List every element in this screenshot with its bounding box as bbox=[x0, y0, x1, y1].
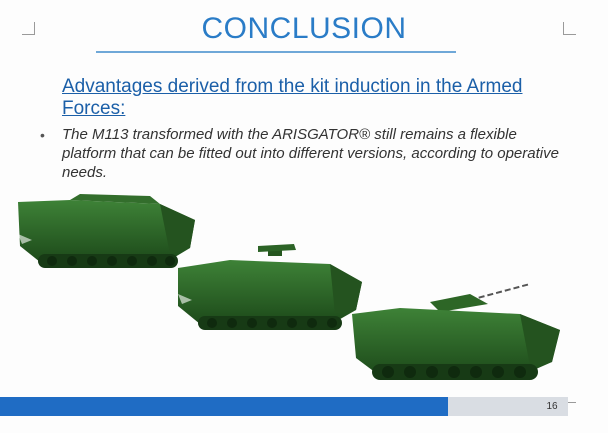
corner-mark-top-left bbox=[22, 22, 35, 35]
bullet-text: The M113 transformed with the ARISGATOR®… bbox=[62, 126, 559, 181]
slide-title: CONCLUSION bbox=[201, 12, 407, 45]
footer-bar-light bbox=[448, 397, 568, 416]
amphibious-apc-turret-icon bbox=[178, 244, 362, 330]
title-underline bbox=[96, 51, 456, 53]
bullet-marker: • bbox=[40, 127, 45, 143]
slide-subtitle: Advantages derived from the kit inductio… bbox=[62, 76, 523, 119]
corner-mark-top-right bbox=[563, 22, 576, 35]
vehicles-image bbox=[18, 194, 560, 380]
amphibious-apc-icon bbox=[18, 194, 195, 268]
ifv-turret-icon bbox=[352, 283, 560, 380]
footer-bar bbox=[0, 397, 448, 416]
page-number: 16 bbox=[546, 401, 558, 412]
